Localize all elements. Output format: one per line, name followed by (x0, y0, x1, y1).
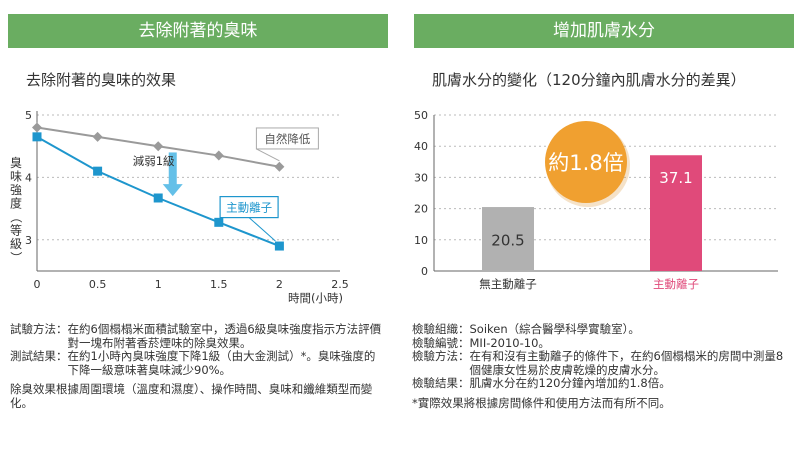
left-header-title: 去除附著的臭味 (138, 21, 258, 41)
data-point (32, 132, 42, 142)
y-axis-label-char: 強 (10, 183, 22, 197)
y-axis-label-char: （ (9, 211, 23, 223)
left-chart-subtitle: 去除附著的臭味的效果 (26, 71, 177, 89)
data-point (93, 166, 103, 176)
left-note-label: 測試結果： (10, 349, 68, 363)
right-note-label: 檢驗方法： (412, 349, 470, 363)
data-point (92, 131, 103, 142)
left-note-row: 試驗方法： 在約6個榻榻米面積試驗室中，透過6級臭味強度指示方法評價對一塊布附著香… (10, 322, 385, 350)
right-header-title: 增加肌膚水分 (553, 21, 655, 41)
category-label: 主動離子 (653, 277, 699, 291)
series-label-ion: 主動離子 (226, 201, 272, 215)
right-notes: 檢驗組織： Soiken（綜合醫學科學實驗室）。 檢驗編號： MII-2010-10。… (412, 322, 787, 410)
data-point (153, 193, 163, 203)
right-note-row: 檢驗結果： 肌膚水分在約120分鐘內增加約1.8倍。 (412, 376, 787, 391)
left-header-bar: 去除附著的臭味 (8, 14, 388, 48)
data-point (274, 241, 284, 251)
bar (650, 155, 702, 271)
y-axis-label-char: 級 (10, 237, 22, 251)
y-tick-label: 40 (414, 140, 428, 153)
right-note-row: 檢驗組織： Soiken（綜合醫學科學實驗室）。 (412, 322, 787, 337)
y-axis-label-char: 臭 (10, 155, 22, 170)
category-label: 無主動離子 (479, 277, 537, 291)
left-note-text: 在約1小時內臭味強度下降1級（由大金測試）*。臭味強度的下降一級意味著臭味減少9… (67, 349, 376, 377)
x-tick-label: 1 (155, 278, 162, 291)
moisture-bar-chart: 0 10 20 30 40 50 20.5 無主動離子 37.1 主動離子 約1.8倍 (414, 109, 778, 291)
right-header-bar: 增加肌膚水分 (414, 14, 794, 48)
left-note-row: 測試結果： 在約1小時內臭味強度下降1級（由大金測試）*。臭味強度的下降一級意味著… (10, 349, 385, 377)
right-chart-subtitle: 肌膚水分的變化（120分鐘內肌膚水分的差異） (432, 71, 746, 89)
right-note-label: 檢驗結果： (412, 376, 470, 390)
annotation-badge (545, 121, 627, 203)
x-tick-label: 0.5 (89, 278, 107, 291)
annotation-arrow-head (162, 184, 183, 197)
left-note-text: 在約6個榻榻米面積試驗室中，透過6級臭味強度指示方法評價對一塊布附著香菸煙味的除… (67, 322, 382, 350)
x-axis-label: 時間(小時) (288, 291, 343, 305)
data-point (214, 217, 224, 227)
left-notes: 試驗方法： 在約6個榻榻米面積試驗室中，透過6級臭味強度指示方法評價對一塊布附著香… (10, 322, 385, 410)
right-note-row: 檢驗編號： MII-2010-10。 (412, 335, 787, 351)
right-note-text: Soiken（綜合醫學科學實驗室）。 (469, 322, 640, 336)
y-tick-label: 5 (25, 109, 32, 122)
y-tick-label: 0 (421, 265, 428, 278)
x-tick-label: 1.5 (210, 278, 228, 291)
right-note-text: 肌膚水分在約120分鐘內增加約1.8倍。 (469, 376, 671, 390)
y-tick-label: 4 (25, 171, 32, 184)
right-note-label: 檢驗編號： (412, 335, 470, 350)
left-note-label: 試驗方法： (10, 322, 68, 336)
natural-label-leader (256, 148, 280, 162)
y-axis-label-char: 等 (10, 224, 22, 238)
right-note-row: 檢驗方法： 在有和沒有主動離子的條件下，在約6個榻榻米的房間中測量8個健康女性易於… (412, 349, 787, 377)
series-label-natural: 自然降低 (264, 132, 310, 146)
y-axis-label-char: ） (9, 251, 23, 263)
annotation-arrow-shaft (168, 152, 177, 187)
x-tick-label: 2 (276, 278, 283, 291)
bar (482, 207, 534, 271)
right-note-text: MII-2010-10。 (469, 335, 550, 350)
right-note-label: 檢驗組織： (412, 322, 470, 336)
y-tick-label: 20 (414, 203, 428, 216)
x-tick-label: 0 (34, 278, 41, 291)
data-point (213, 150, 224, 161)
y-tick-label: 3 (25, 234, 32, 247)
right-note-text: 在有和沒有主動離子的條件下，在約6個榻榻米的房間中測量8個健康女性易於皮膚乾燥的… (469, 349, 784, 377)
annotation-text: 約1.8倍 (548, 151, 623, 175)
left-paragraph: 除臭效果根據周圍環境（溫度和濕度）、操作時間、臭味和纖維類型而變化。 (10, 382, 373, 410)
data-point (274, 161, 285, 172)
y-tick-label: 30 (414, 171, 428, 184)
x-tick-label: 2.5 (331, 278, 349, 291)
y-tick-label: 50 (414, 109, 428, 122)
data-point (153, 141, 164, 152)
y-axis-label-char: 度 (10, 196, 22, 211)
data-point (32, 122, 42, 133)
annotation-text: 減弱1級 (133, 154, 175, 168)
natural-label-box (255, 127, 319, 150)
y-tick-label: 10 (414, 234, 428, 247)
y-axis-label-char: 味 (10, 170, 22, 184)
right-footnote: *實際效果將根據房間條件和使用方法而有所不同。 (412, 395, 671, 410)
bar-value-label: 20.5 (491, 231, 524, 249)
ion-label-leader (248, 217, 276, 242)
bar-value-label: 37.1 (659, 169, 692, 187)
